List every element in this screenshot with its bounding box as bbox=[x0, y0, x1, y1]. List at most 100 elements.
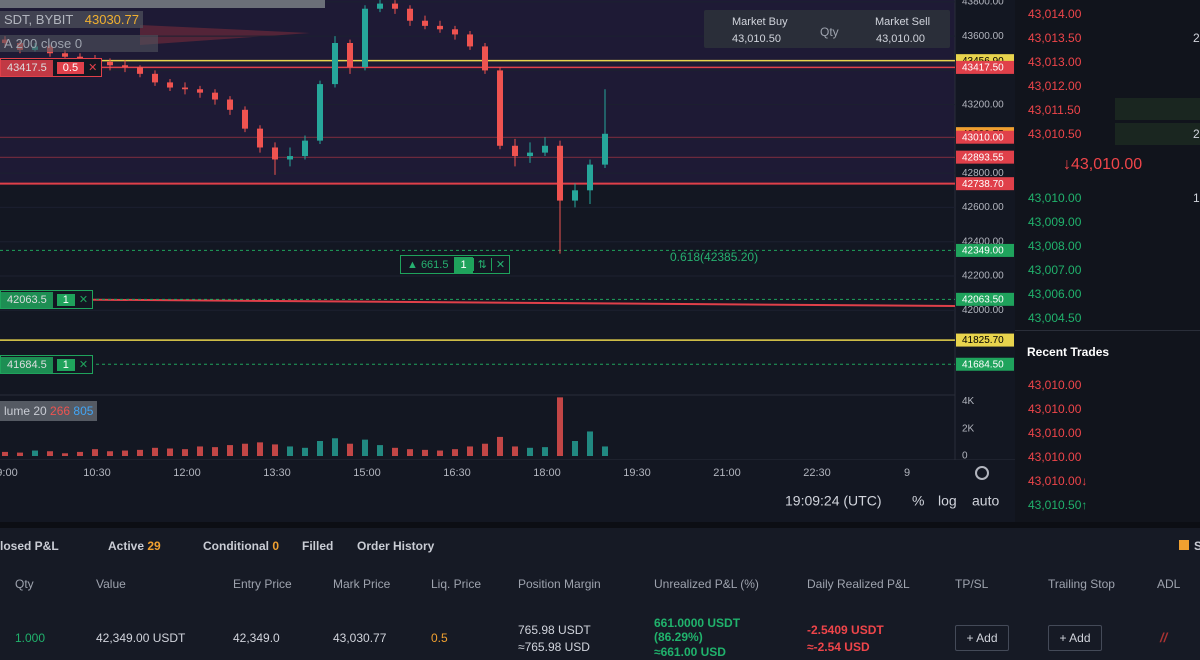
volume-bar bbox=[287, 446, 293, 456]
auto-toggle[interactable]: auto bbox=[972, 493, 999, 509]
column-header: TP/SL bbox=[955, 577, 989, 591]
volume-bar bbox=[332, 438, 338, 456]
tab[interactable]: Order History bbox=[357, 539, 435, 553]
candle-body bbox=[137, 66, 143, 74]
trailing-add[interactable]: + Add bbox=[1048, 625, 1102, 651]
market-buy[interactable]: Market Buy bbox=[732, 16, 788, 28]
column-header: Qty bbox=[15, 577, 34, 591]
volume-sell: 266 bbox=[50, 404, 71, 418]
volume-bar bbox=[557, 397, 563, 456]
reverse-icon[interactable]: ⇅ bbox=[472, 258, 491, 271]
tab-count: 0 bbox=[272, 539, 280, 553]
y-tick-label: 43600.00 bbox=[962, 31, 1004, 42]
candle-body bbox=[572, 190, 578, 201]
price-tag bbox=[956, 130, 1014, 144]
ask-price: 43,012.00 bbox=[1028, 79, 1082, 93]
trade-price: 43,010.00 bbox=[1028, 450, 1082, 464]
candle-body bbox=[287, 156, 293, 160]
order-price: 41684.5 bbox=[1, 356, 53, 373]
price-tag bbox=[956, 243, 1014, 257]
tab-count: 29 bbox=[147, 539, 161, 553]
candle-body bbox=[512, 145, 518, 157]
depth-bar bbox=[1115, 98, 1200, 120]
bid-price: 43,009.00 bbox=[1028, 215, 1082, 229]
x-tick-label: 12:00 bbox=[173, 467, 201, 479]
order-line[interactable]: 42063.5 1 ✕ bbox=[0, 290, 94, 310]
entry-price: 42,349.0 bbox=[233, 631, 280, 645]
market-sell[interactable]: Market Sell bbox=[875, 16, 931, 28]
y-tick-label: 42800.00 bbox=[962, 168, 1004, 179]
y-tick-label: 42200.00 bbox=[962, 271, 1004, 282]
candle-body bbox=[392, 3, 398, 9]
volume-bar bbox=[272, 444, 278, 456]
column-header: Position Margin bbox=[518, 577, 601, 591]
order-line[interactable]: 43417.5 0.5 ✕ bbox=[0, 58, 103, 78]
percent-toggle[interactable]: % bbox=[912, 493, 924, 509]
candle-body bbox=[377, 3, 383, 9]
tab-label: Conditional bbox=[203, 539, 269, 553]
candle-body bbox=[437, 25, 443, 30]
trade-price: 43,010.00↓ bbox=[1028, 474, 1088, 488]
candle-body bbox=[77, 56, 83, 59]
candle-body bbox=[467, 34, 473, 47]
fib-label: 0.618(42385.20) bbox=[670, 250, 758, 264]
order-line[interactable]: 41684.5 1 ✕ bbox=[0, 355, 94, 375]
candle-body bbox=[497, 70, 503, 146]
position-line[interactable]: ▲ 661.5 1 ⇅ ✕ bbox=[400, 255, 511, 274]
candle-body bbox=[422, 20, 428, 26]
price-tag bbox=[956, 357, 1014, 371]
order-book bbox=[1015, 0, 1200, 522]
y-tick-label: 43800.00 bbox=[962, 0, 1004, 8]
volume-bar bbox=[437, 450, 443, 456]
rpnl-usd: ≈-2.54 USD bbox=[807, 640, 870, 654]
volume-bar bbox=[542, 447, 548, 456]
trade-price: 43,010.00 bbox=[1028, 378, 1082, 392]
volume-bar bbox=[107, 451, 113, 456]
candle-body bbox=[362, 8, 368, 67]
cancel-icon[interactable]: ✕ bbox=[78, 359, 89, 372]
settings-icon[interactable] bbox=[975, 466, 989, 480]
qty-input[interactable]: Qty bbox=[820, 25, 839, 39]
x-tick-label: 16:30 bbox=[443, 467, 471, 479]
tpsl-add[interactable]: + Add bbox=[955, 625, 1009, 651]
ask-price: 43,014.00 bbox=[1028, 7, 1082, 21]
volume-bar bbox=[182, 449, 188, 456]
volume-bar bbox=[152, 447, 158, 456]
tab[interactable]: S bbox=[1194, 539, 1200, 553]
ask-price: 43,013.50 bbox=[1028, 31, 1082, 45]
column-header: Unrealized P&L (%) bbox=[654, 577, 759, 591]
symbol: SDT, BYBIT 43030.77 bbox=[0, 11, 143, 28]
log-toggle[interactable]: log bbox=[938, 493, 957, 509]
x-tick-label: 19:30 bbox=[623, 467, 651, 479]
tab[interactable]: losed P&L bbox=[0, 539, 59, 553]
tab[interactable]: Conditional 0 bbox=[203, 539, 279, 553]
volume-bar bbox=[362, 439, 368, 456]
column-header: Trailing Stop bbox=[1048, 577, 1115, 591]
volume-buy: 805 bbox=[73, 404, 94, 418]
bid-price: 43,004.50 bbox=[1028, 311, 1082, 325]
price-tag-label: 43417.50 bbox=[962, 63, 1004, 74]
upnl-pct: (86.29%) bbox=[654, 630, 703, 644]
volume-bar bbox=[527, 447, 533, 456]
x-tick-label: 18:00 bbox=[533, 467, 561, 479]
volume-name: lume 20 bbox=[4, 404, 47, 418]
candle-body bbox=[212, 92, 218, 100]
candle-body bbox=[227, 99, 233, 110]
close-icon[interactable]: ✕ bbox=[490, 258, 509, 271]
candle-body bbox=[107, 61, 113, 66]
volume-tick-label: 4K bbox=[962, 396, 975, 407]
symbol-price: 43030.77 bbox=[84, 12, 139, 27]
clock: 19:09:24 (UTC) bbox=[785, 493, 881, 509]
cancel-icon[interactable]: ✕ bbox=[88, 62, 98, 75]
volume-bar bbox=[317, 441, 323, 456]
rpnl: -2.5409 USDT bbox=[807, 623, 884, 637]
ask-price: 43,011.50 bbox=[1028, 103, 1081, 117]
volume-tick-label: 2K bbox=[962, 423, 975, 434]
candle-body bbox=[482, 46, 488, 71]
tab[interactable]: Active 29 bbox=[108, 539, 161, 553]
tab[interactable]: Filled bbox=[302, 539, 334, 553]
column-header: Entry Price bbox=[233, 577, 292, 591]
cancel-icon[interactable]: ✕ bbox=[78, 294, 89, 307]
ask-price: 43,013.00 bbox=[1028, 55, 1082, 69]
